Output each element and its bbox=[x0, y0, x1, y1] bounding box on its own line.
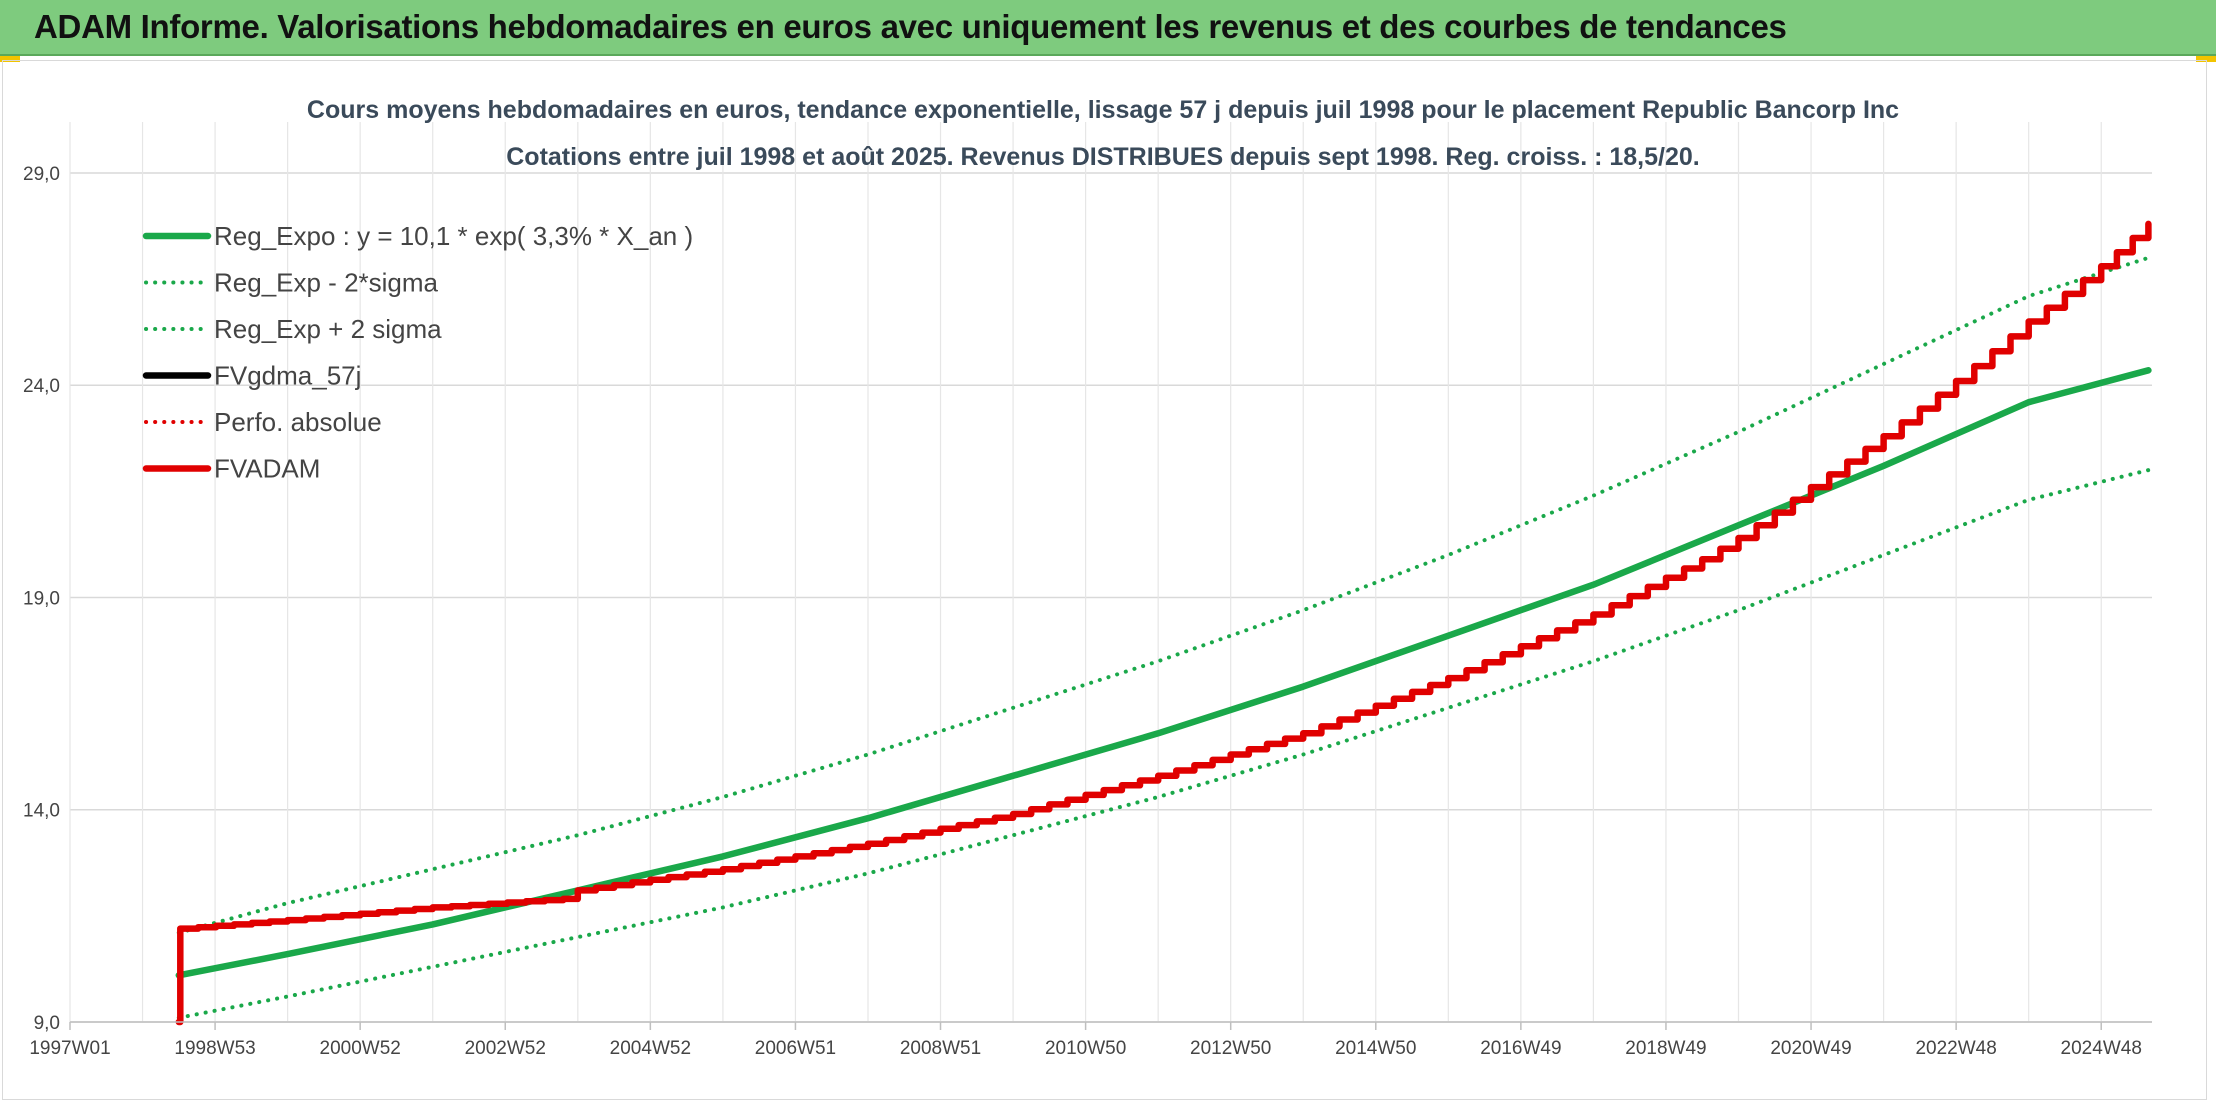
x-tick-label: 1997W01 bbox=[29, 1038, 110, 1059]
y-tick-label: 29,0 bbox=[23, 164, 60, 185]
corner-mark-right bbox=[2196, 56, 2216, 62]
x-tick-label: 1998W53 bbox=[174, 1038, 255, 1059]
y-tick-label: 19,0 bbox=[23, 588, 60, 609]
x-tick-label: 2024W48 bbox=[2061, 1038, 2142, 1059]
chart-subtitle: Cotations entre juil 1998 et août 2025. … bbox=[506, 143, 1699, 171]
legend-label: FVADAM bbox=[214, 454, 320, 484]
chart-title: Cours moyens hebdomadaires en euros, ten… bbox=[307, 96, 1899, 124]
x-tick-label: 2008W51 bbox=[900, 1038, 981, 1059]
x-tick-label: 2016W49 bbox=[1480, 1038, 1561, 1059]
x-tick-label: 2012W50 bbox=[1190, 1038, 1271, 1059]
x-tick-label: 2022W48 bbox=[1915, 1038, 1996, 1059]
series-line-0 bbox=[175, 367, 2152, 979]
x-tick-label: 2000W52 bbox=[320, 1038, 401, 1059]
legend-label: Reg_Expo : y = 10,1 * exp( 3,3% * X_an ) bbox=[214, 221, 693, 251]
x-tick-label: 2002W52 bbox=[465, 1038, 546, 1059]
x-tick-label: 2004W52 bbox=[610, 1038, 691, 1059]
x-tick-label: 2014W50 bbox=[1335, 1038, 1416, 1059]
legend-label: Perfo. absolue bbox=[214, 407, 382, 437]
series-line-1 bbox=[176, 468, 2151, 1020]
series-line-2 bbox=[176, 255, 2151, 935]
corner-mark-left bbox=[0, 56, 20, 62]
x-tick-label: 2018W49 bbox=[1625, 1038, 1706, 1059]
y-tick-label: 24,0 bbox=[23, 376, 60, 397]
y-tick-label: 14,0 bbox=[23, 801, 60, 822]
x-tick-label: 2020W49 bbox=[1770, 1038, 1851, 1059]
chart-frame bbox=[2, 60, 2207, 1100]
report-title: ADAM Informe. Valorisations hebdomadaire… bbox=[34, 8, 1787, 45]
series-line-5 bbox=[175, 220, 2152, 1026]
legend-label: Reg_Exp + 2 sigma bbox=[214, 314, 442, 344]
legend-label: FVgdma_57j bbox=[214, 361, 361, 391]
report-header: ADAM Informe. Valorisations hebdomadaire… bbox=[0, 0, 2216, 56]
x-tick-label: 2010W50 bbox=[1045, 1038, 1126, 1059]
y-tick-label: 9,0 bbox=[34, 1013, 60, 1034]
legend-label: Reg_Exp - 2*sigma bbox=[214, 268, 439, 298]
x-tick-label: 2006W51 bbox=[755, 1038, 836, 1059]
